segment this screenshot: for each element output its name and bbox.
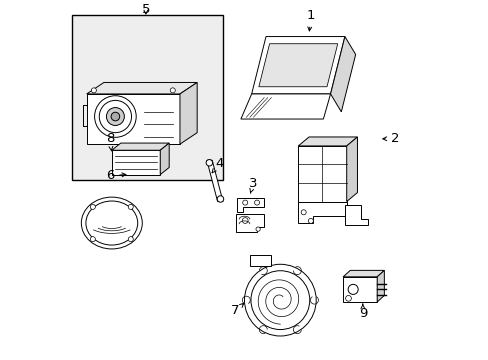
Text: 4: 4 [212,157,223,173]
Polygon shape [343,277,376,302]
Circle shape [242,218,247,224]
Circle shape [128,204,133,210]
Circle shape [242,200,247,205]
Circle shape [91,88,96,93]
Text: 8: 8 [105,132,114,151]
Polygon shape [241,94,330,119]
Circle shape [111,112,120,121]
Text: 6: 6 [105,169,125,182]
Polygon shape [112,150,160,175]
Text: 9: 9 [358,304,366,320]
Circle shape [244,264,316,336]
Circle shape [255,227,260,231]
Polygon shape [330,37,355,112]
Circle shape [217,196,223,202]
Polygon shape [251,37,344,94]
Polygon shape [160,143,169,175]
Polygon shape [298,146,346,202]
Polygon shape [344,205,367,225]
Ellipse shape [81,197,142,249]
Text: 7: 7 [231,303,243,318]
Circle shape [170,88,175,93]
Text: 3: 3 [249,177,257,193]
Polygon shape [249,255,271,266]
Polygon shape [298,137,357,146]
Polygon shape [112,143,169,150]
Circle shape [128,237,133,242]
Circle shape [347,284,357,294]
Circle shape [106,108,124,126]
Text: 1: 1 [306,9,314,31]
Polygon shape [258,44,337,87]
Polygon shape [376,270,384,302]
Circle shape [308,219,313,224]
Circle shape [345,296,351,301]
Polygon shape [346,137,357,202]
Polygon shape [180,82,197,144]
Polygon shape [206,160,223,202]
Bar [72,15,223,180]
Polygon shape [235,214,264,232]
Circle shape [90,237,95,242]
Text: 2: 2 [382,132,399,145]
Circle shape [206,159,212,166]
Polygon shape [343,270,384,277]
Circle shape [254,200,259,205]
Polygon shape [298,202,346,223]
Polygon shape [86,94,180,144]
Polygon shape [86,82,197,94]
Text: 5: 5 [142,3,150,16]
Circle shape [301,210,305,215]
Circle shape [90,204,95,210]
Polygon shape [237,198,264,212]
